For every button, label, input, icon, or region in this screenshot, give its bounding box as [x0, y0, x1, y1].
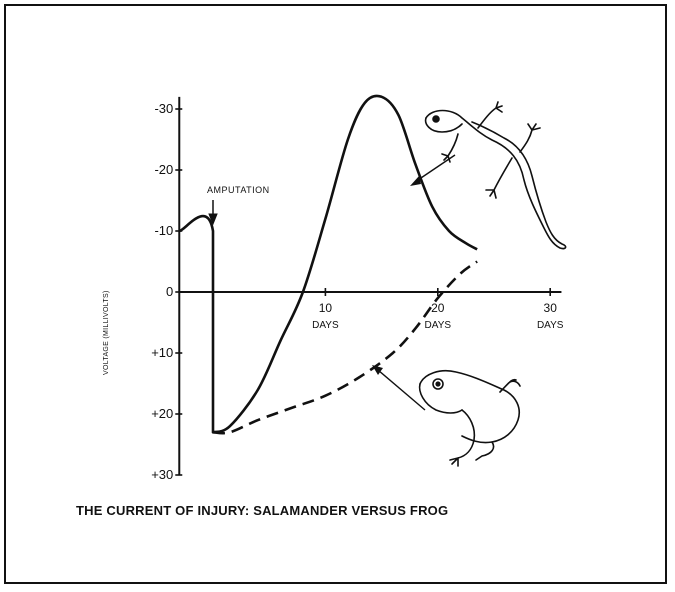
annotations: AMPUTATION: [207, 154, 456, 411]
frog-pointer-head: [372, 365, 383, 375]
y-tick-label: 0: [166, 284, 173, 299]
axes: [178, 96, 562, 475]
frog-icon: [418, 369, 521, 467]
chart-caption: THE CURRENT OF INJURY: SALAMANDER VERSUS…: [76, 503, 449, 518]
y-tick-label: -30: [154, 101, 173, 116]
y-tick-label: -10: [154, 223, 173, 238]
figure-frame: [4, 4, 667, 584]
y-tick-label: -20: [154, 162, 173, 177]
ticks: -30 -20 -10 0 +10 +20 +30 10 DAYS 20 DAYS 30 DAYS: [151, 101, 564, 482]
frog-series-line: [212, 260, 478, 435]
y-tick-label: +30: [151, 467, 173, 482]
x-tick-unit: DAYS: [425, 320, 452, 331]
x-tick-label: 30: [544, 301, 558, 315]
y-tick-label: +20: [151, 406, 173, 421]
frog-pointer-line: [377, 369, 426, 411]
amputation-arrow-head: [208, 213, 218, 226]
salamander-series-line: [178, 94, 478, 434]
amputation-label: AMPUTATION: [207, 185, 270, 195]
y-axis-label: VOLTAGE (MILLIVOLTS): [103, 290, 110, 375]
x-tick-unit: DAYS: [312, 320, 339, 331]
salamander-icon: [424, 101, 567, 250]
x-tick-label: 20: [431, 301, 445, 315]
x-tick-label: 10: [319, 301, 333, 315]
x-tick-unit: DAYS: [537, 320, 564, 331]
series-layer: [178, 94, 478, 435]
y-tick-label: +10: [151, 345, 173, 360]
salamander-pointer-head: [410, 176, 421, 186]
